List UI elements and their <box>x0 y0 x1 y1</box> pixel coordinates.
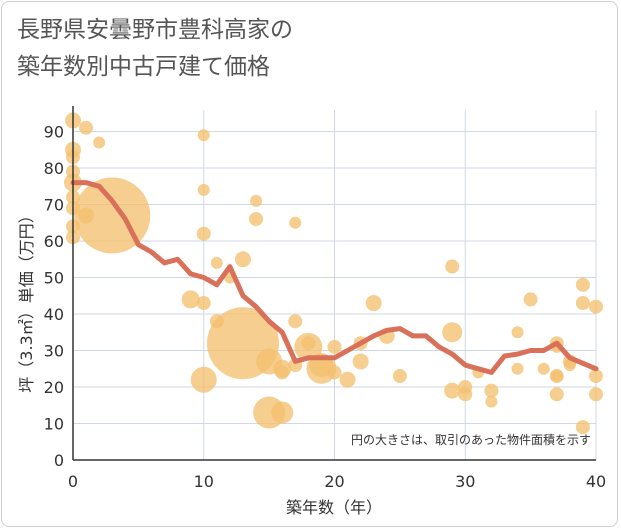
bubble-point <box>352 353 369 370</box>
y-tick-label: 80 <box>44 159 64 178</box>
x-tick-labels: 0 10 20 30 40 <box>68 472 606 491</box>
y-tick-label: 90 <box>44 123 64 142</box>
bubble-point <box>181 290 200 309</box>
bubble-point <box>79 120 94 135</box>
y-axis-title: 坪（3.3㎡）単価（万円） <box>17 207 36 392</box>
bubble-point <box>250 194 263 207</box>
bubble-point <box>327 339 342 354</box>
y-tick-label: 30 <box>44 342 64 361</box>
bubble-point <box>589 369 603 384</box>
y-tick-label: 70 <box>44 196 64 215</box>
chart-title-line-2: 築年数別中古戸建て価格 <box>17 54 270 80</box>
bubble-point <box>93 136 106 149</box>
bubble-point <box>444 382 461 399</box>
bubble-point <box>484 383 499 398</box>
x-tick-label: 30 <box>455 472 475 491</box>
bubble-point <box>458 387 473 402</box>
bubble-point <box>289 216 302 229</box>
bubble-point <box>288 314 303 329</box>
bubble-point <box>275 365 290 380</box>
x-tick-label: 0 <box>68 472 78 491</box>
axes <box>72 106 596 461</box>
bubble-point <box>549 387 564 402</box>
bubble-point <box>392 369 407 384</box>
bubble-point <box>327 365 342 380</box>
bubble-point <box>249 212 264 227</box>
bubble-point <box>365 295 382 312</box>
average-price-line <box>70 180 599 375</box>
bubble-point <box>485 395 498 408</box>
chart-title-line-1: 長野県安曇野市豊科高家の <box>17 17 293 43</box>
bubble-point <box>234 251 251 268</box>
bubble-point <box>511 326 524 339</box>
bubble-point <box>271 401 294 424</box>
y-tick-labels: 0 10 20 30 40 50 60 70 80 90 <box>44 123 64 471</box>
grid-lines <box>73 110 597 460</box>
y-tick-label: 20 <box>44 378 64 397</box>
bubble-point <box>197 129 210 142</box>
bubble-point <box>190 366 217 393</box>
x-tick-label: 10 <box>194 472 214 491</box>
bubble-point <box>442 322 463 343</box>
bubble-point <box>575 296 590 311</box>
y-tick-label: 0 <box>54 451 64 470</box>
bubble-series <box>64 112 603 435</box>
bubble-point <box>589 387 603 402</box>
bubble-point <box>445 259 460 274</box>
bubble-point <box>550 370 563 383</box>
bubble-point <box>575 420 590 435</box>
y-tick-label: 60 <box>44 232 64 251</box>
bubble-point <box>197 183 210 196</box>
chart-title: 長野県安曇野市豊科高家の 築年数別中古戸建て価格 <box>17 12 293 86</box>
bubble-point <box>523 292 538 307</box>
bubble-point <box>301 336 316 351</box>
x-tick-label: 20 <box>324 472 344 491</box>
bubble-point <box>210 256 223 269</box>
x-axis-title: 築年数（年） <box>286 498 382 517</box>
bubble-point <box>339 371 356 388</box>
bubble-point <box>563 359 576 372</box>
y-tick-label: 40 <box>44 305 64 324</box>
bubble-point <box>196 226 211 241</box>
size-annotation: 円の大きさは、取引のあった物件面積を示す <box>351 432 591 447</box>
bubble-point <box>196 296 211 311</box>
y-tick-label: 10 <box>44 415 64 434</box>
bubble-point <box>511 362 524 375</box>
bubble-point <box>575 277 590 292</box>
bubble-point <box>589 299 603 314</box>
y-tick-label: 50 <box>44 269 64 288</box>
bubble-point <box>537 362 550 375</box>
x-tick-label: 40 <box>586 472 606 491</box>
